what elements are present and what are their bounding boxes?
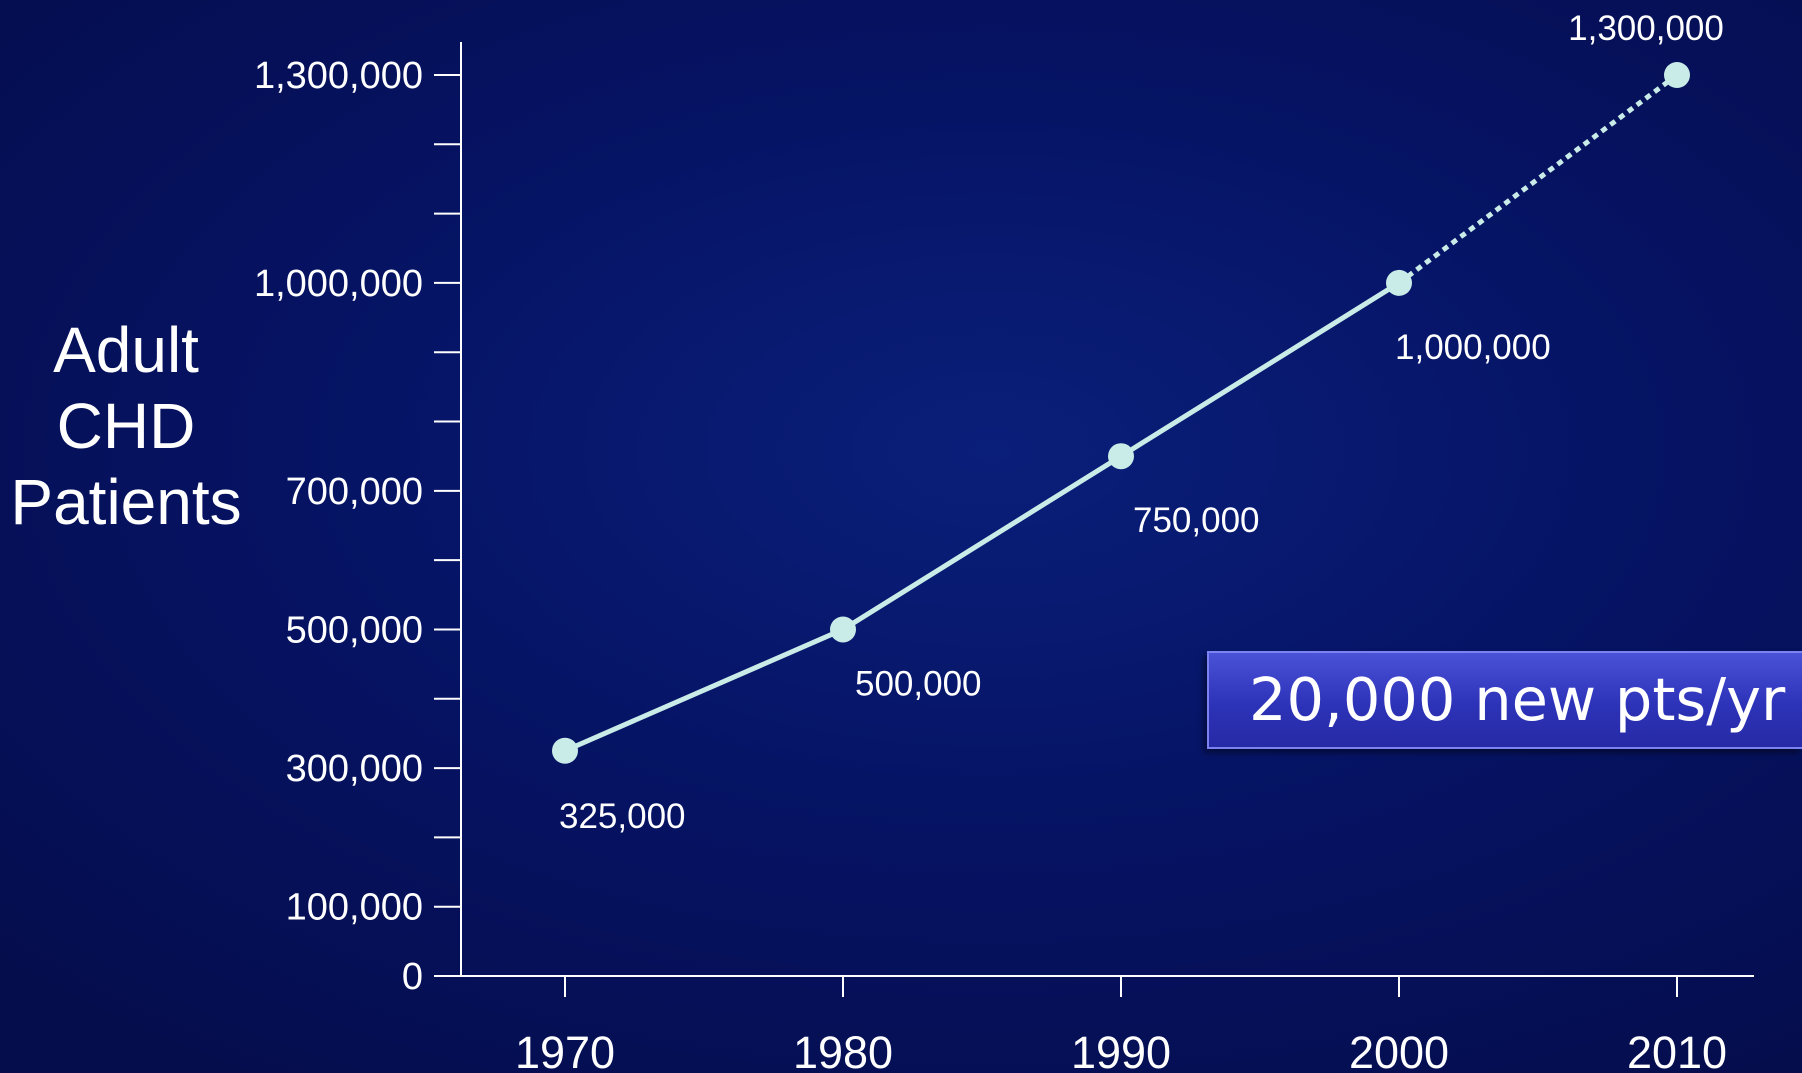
data-point	[1664, 62, 1690, 88]
series-line	[564, 280, 1401, 754]
x-tick-label: 1970	[515, 1027, 615, 1073]
data-label: 1,000,000	[1395, 328, 1551, 367]
y-tick-label: 300,000	[286, 748, 423, 790]
series-line-projected	[1397, 72, 1679, 285]
data-label: 1,300,000	[1568, 9, 1724, 48]
y-tick-label: 100,000	[286, 887, 423, 929]
y-tick-label: 0	[402, 956, 423, 998]
annotation-callout: 20,000 new pts/yr	[1207, 651, 1802, 749]
data-point	[1386, 269, 1412, 296]
data-label: 750,000	[1133, 501, 1260, 540]
data-label: 325,000	[559, 797, 686, 836]
data-point	[1108, 443, 1134, 470]
data-point	[552, 737, 578, 764]
x-tick-label: 2000	[1349, 1027, 1449, 1073]
data-label: 500,000	[855, 664, 982, 703]
y-axis-label: Adult CHD Patients	[0, 312, 252, 540]
y-tick-label: 1,000,000	[254, 263, 423, 305]
y-axis-label-line-3: Patients	[10, 466, 242, 538]
x-tick-label: 1990	[1071, 1027, 1171, 1073]
x-tick-label: 1980	[793, 1027, 893, 1073]
data-point	[830, 616, 856, 643]
y-axis-label-line-1: Adult	[53, 314, 199, 386]
y-tick-label: 700,000	[286, 471, 423, 513]
y-axis-label-line-2: CHD	[56, 390, 196, 462]
x-tick-label: 2010	[1627, 1027, 1727, 1073]
y-tick-label: 500,000	[286, 609, 423, 651]
y-tick-label: 1,300,000	[254, 55, 423, 97]
